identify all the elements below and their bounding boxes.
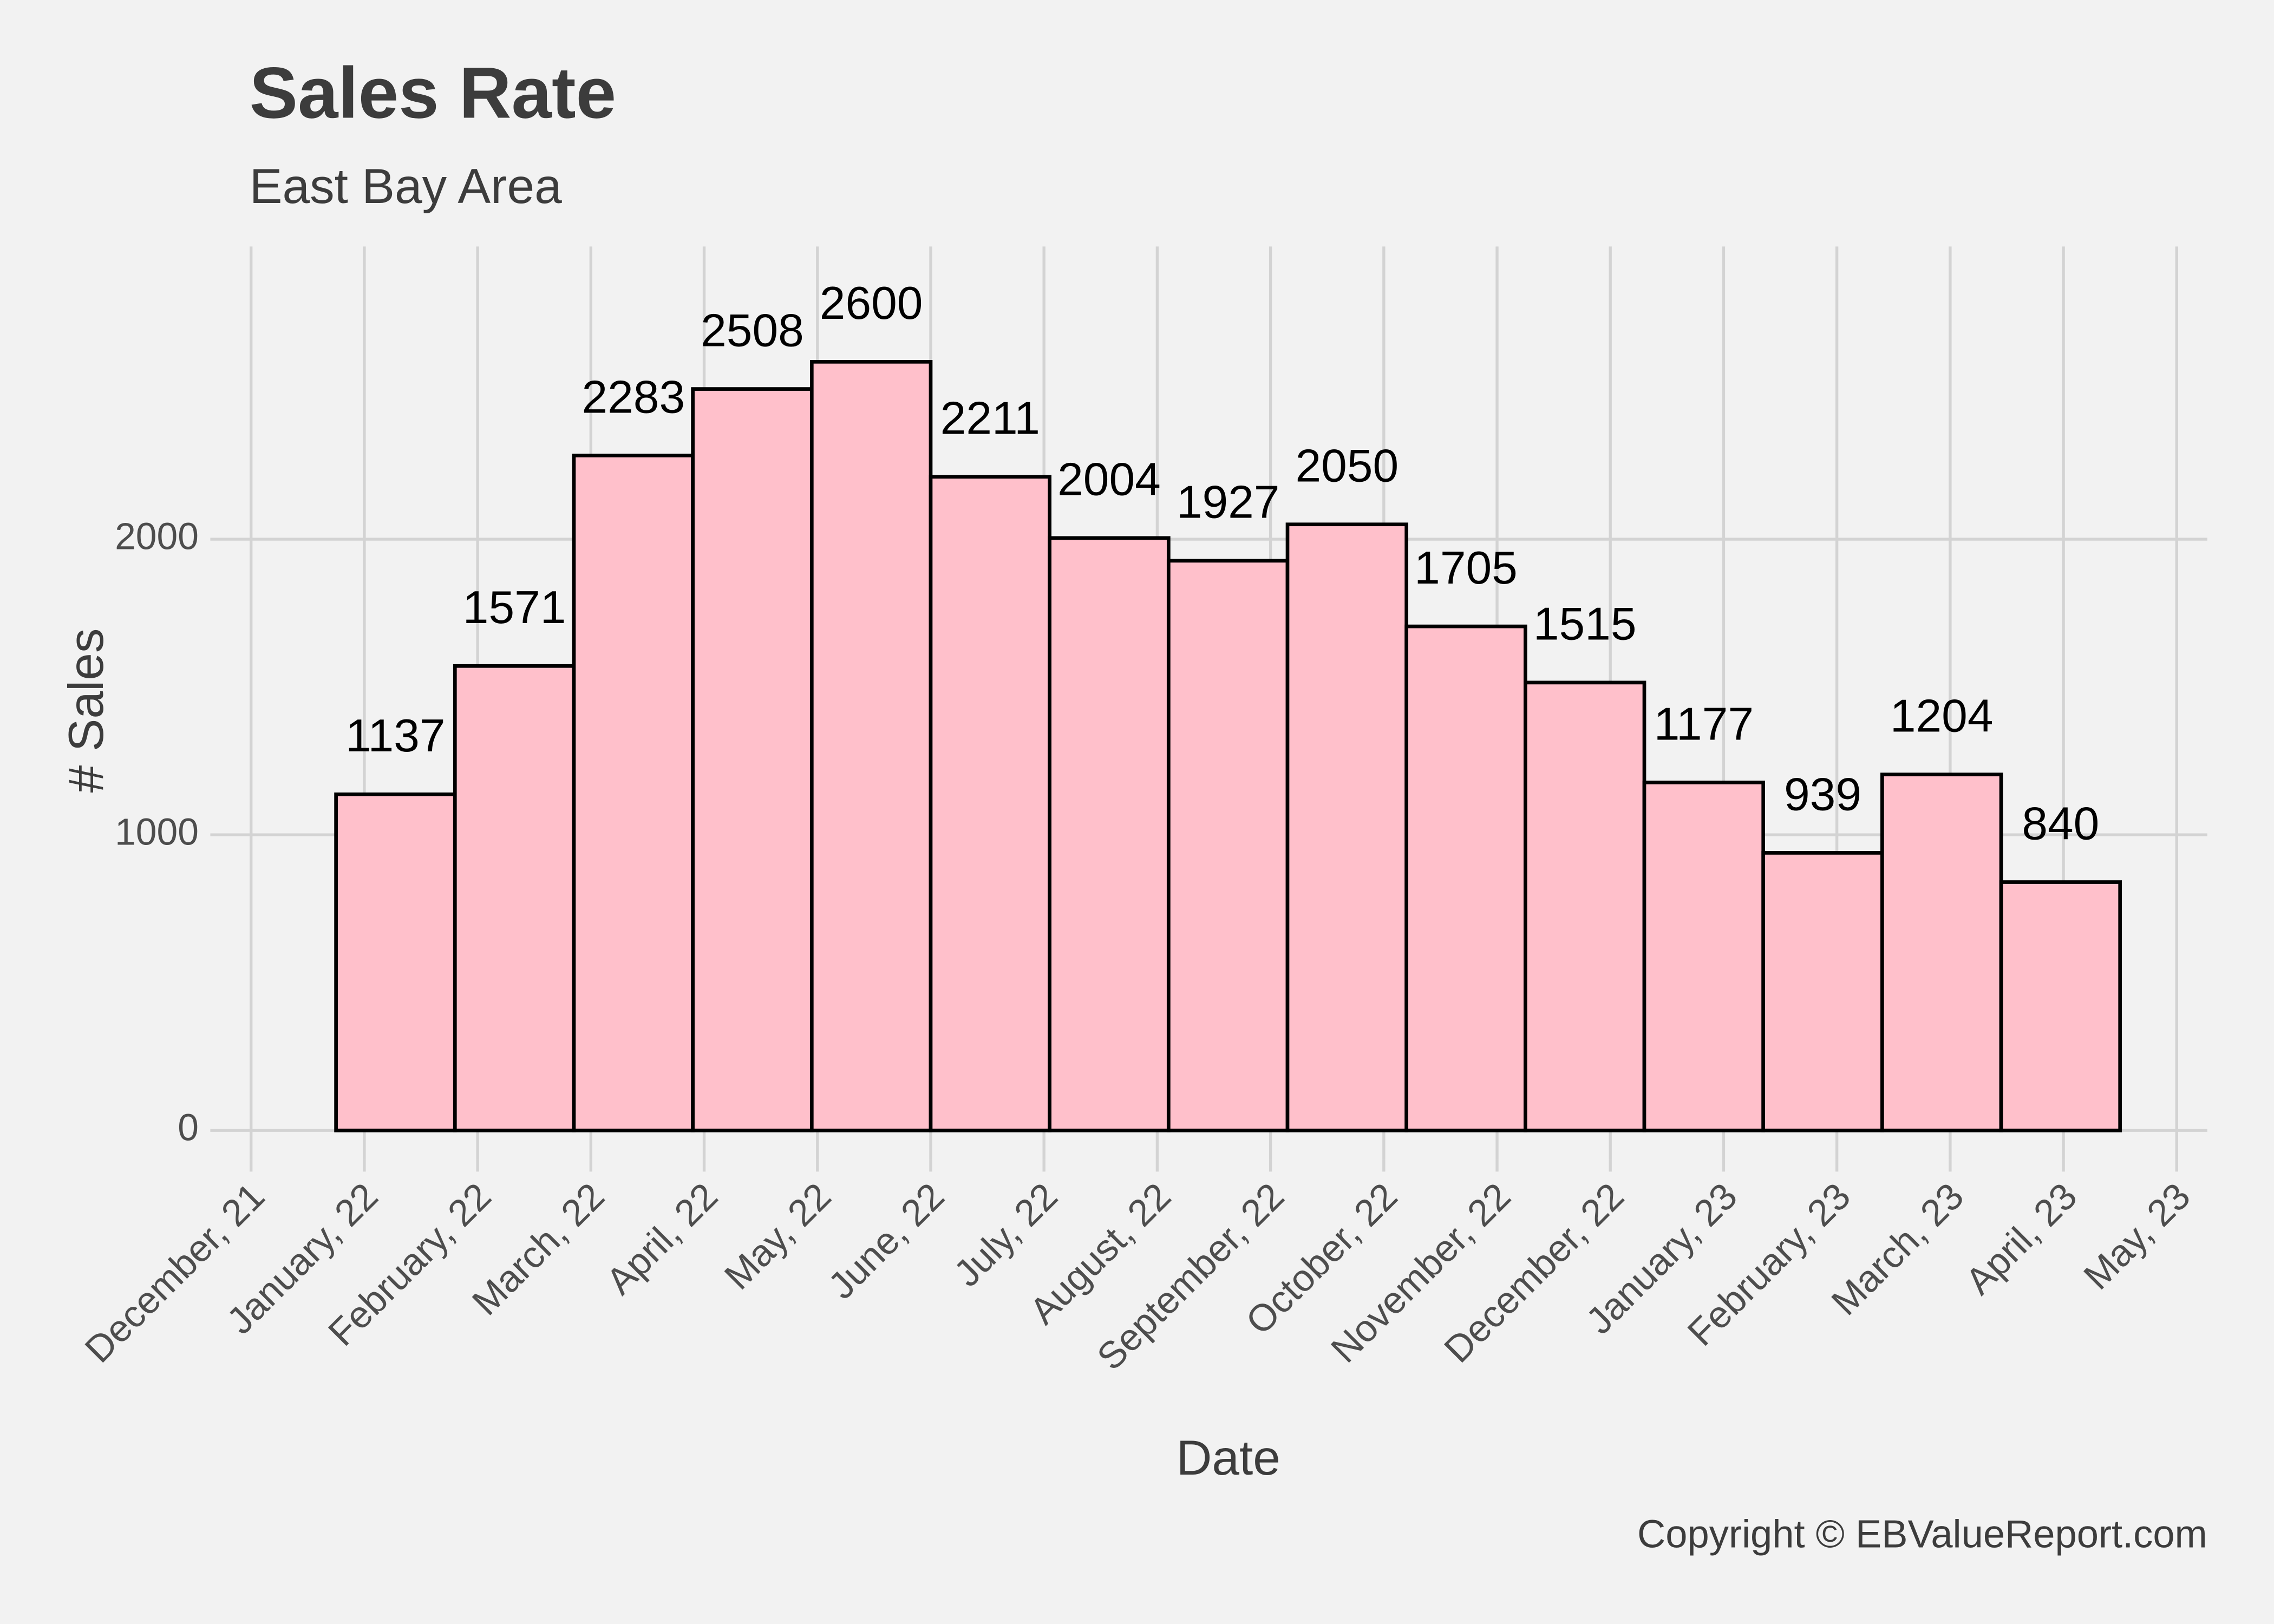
bar bbox=[1523, 680, 1646, 1132]
data-label: 2600 bbox=[820, 277, 923, 329]
data-label: 1515 bbox=[1533, 598, 1637, 650]
data-label: 1204 bbox=[1890, 690, 1994, 742]
data-label: 2211 bbox=[940, 392, 1040, 444]
bar bbox=[1404, 624, 1527, 1132]
bar bbox=[929, 475, 1051, 1132]
bar bbox=[1999, 880, 2122, 1132]
y-axis-label: # Sales bbox=[59, 628, 114, 793]
bar bbox=[453, 664, 576, 1132]
bar bbox=[1048, 536, 1171, 1132]
chart-subtitle: East Bay Area bbox=[250, 159, 562, 214]
data-label: 840 bbox=[2022, 797, 2099, 849]
bar bbox=[1285, 522, 1409, 1132]
data-label: 2004 bbox=[1057, 454, 1161, 506]
data-label: 2050 bbox=[1295, 440, 1399, 492]
data-label: 1137 bbox=[345, 710, 445, 762]
data-label: 1927 bbox=[1177, 476, 1280, 528]
x-axis-label: Date bbox=[1177, 1431, 1280, 1485]
y-tick-label: 1000 bbox=[115, 811, 199, 853]
bar bbox=[1880, 772, 2003, 1132]
caption: Copyright © EBValueReport.com bbox=[1637, 1512, 2207, 1556]
y-tick-label: 0 bbox=[178, 1106, 199, 1149]
data-label: 1705 bbox=[1414, 542, 1518, 594]
bar bbox=[809, 359, 933, 1132]
data-label: 2283 bbox=[581, 371, 685, 423]
bar bbox=[1761, 851, 1884, 1132]
data-label: 1571 bbox=[463, 581, 566, 633]
data-label: 939 bbox=[1784, 768, 1861, 820]
data-label: 1177 bbox=[1654, 698, 1754, 750]
data-label: 2508 bbox=[701, 304, 804, 356]
bar bbox=[691, 387, 814, 1132]
y-tick-label: 2000 bbox=[115, 515, 199, 557]
bar bbox=[1642, 781, 1766, 1132]
bar bbox=[572, 454, 695, 1132]
bar bbox=[1166, 559, 1290, 1132]
chart-title: Sales Rate bbox=[250, 53, 616, 134]
bar bbox=[334, 792, 457, 1132]
